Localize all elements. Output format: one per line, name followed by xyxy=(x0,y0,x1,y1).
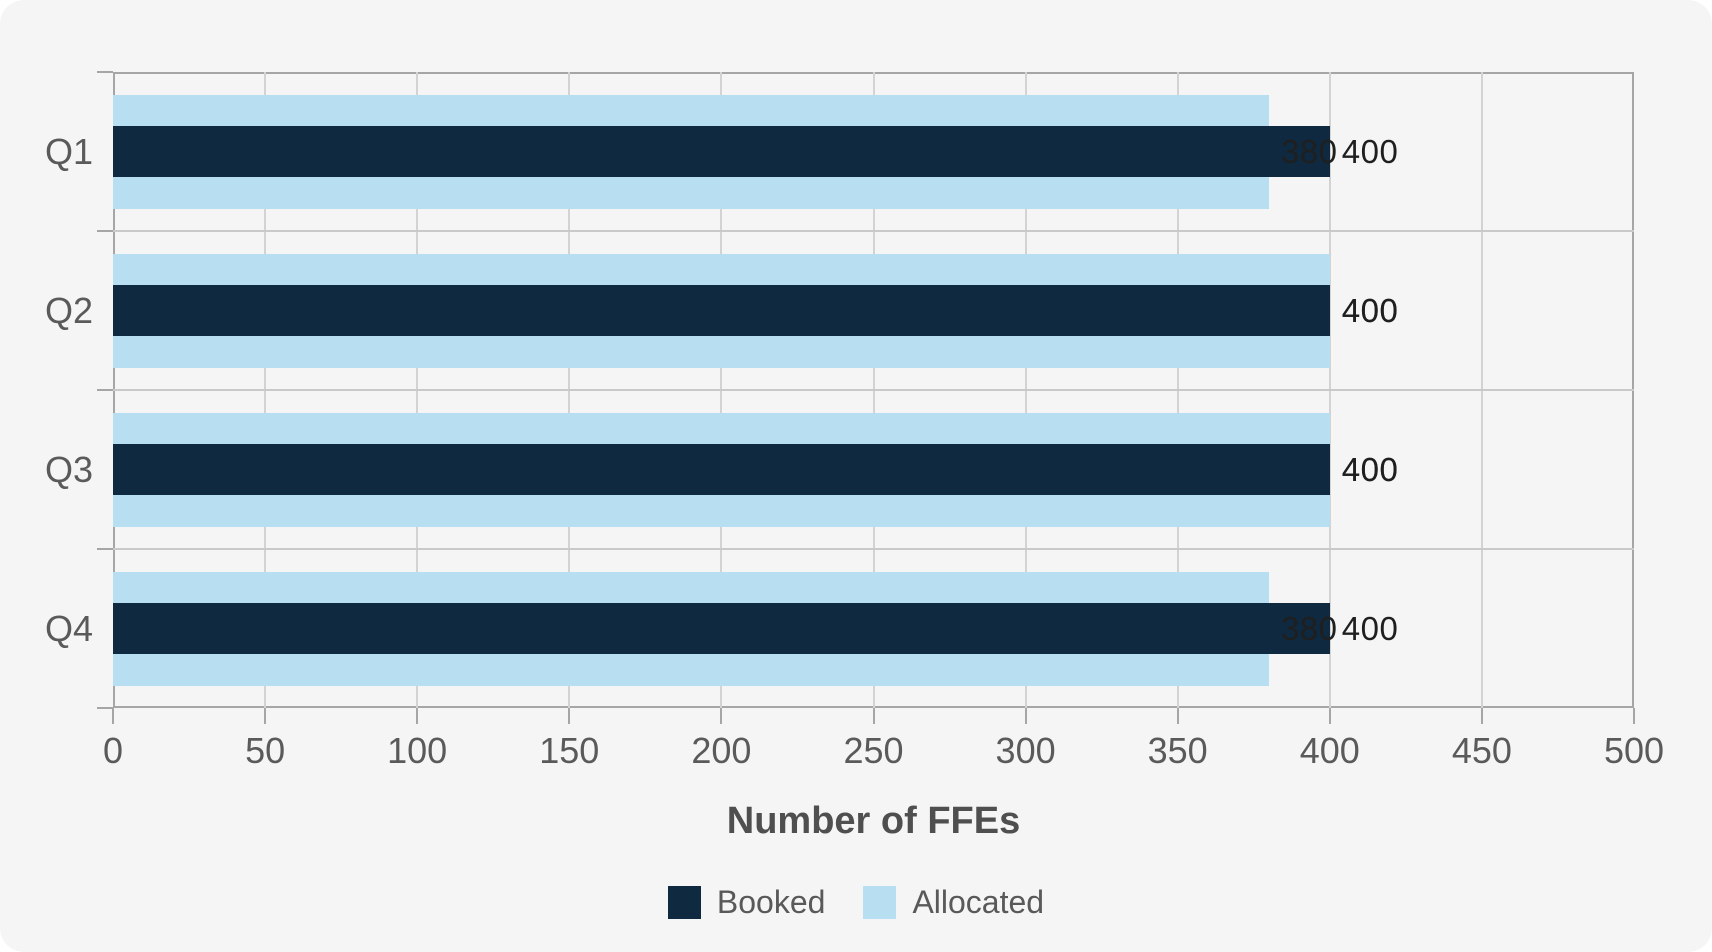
x-tick-450 xyxy=(1480,708,1483,724)
x-tick-100 xyxy=(416,708,419,724)
x-tick-label-50: 50 xyxy=(245,730,286,771)
x-tick-0 xyxy=(112,708,114,724)
y-tick-0 xyxy=(97,71,113,73)
y-tick-1 xyxy=(97,230,113,232)
value-label-allocated-q3: 400 xyxy=(1341,450,1399,488)
gridline-row-boundary-3 xyxy=(113,548,1634,550)
x-tick-label-500: 500 xyxy=(1603,730,1665,771)
y-category-label-q3: Q3 xyxy=(44,448,93,490)
legend-item-allocated[interactable]: Allocated xyxy=(863,884,1044,921)
x-tick-200 xyxy=(720,708,723,724)
y-category-label-q1: Q1 xyxy=(44,130,93,172)
x-tick-label-400: 400 xyxy=(1299,730,1360,771)
value-label-allocated-q1: 380 xyxy=(1280,132,1338,170)
x-tick-label-100: 100 xyxy=(387,730,448,771)
legend-item-booked[interactable]: Booked xyxy=(667,884,826,921)
bar-booked-q1[interactable] xyxy=(113,126,1330,177)
value-label-booked-q3: 400 xyxy=(1341,450,1399,488)
x-tick-300 xyxy=(1024,708,1027,724)
value-label-allocated-q2: 400 xyxy=(1341,291,1399,329)
bar-booked-q2[interactable] xyxy=(113,285,1330,336)
gridline-row-boundary-2 xyxy=(113,389,1634,391)
y-tick-2 xyxy=(97,389,113,391)
x-tick-label-450: 450 xyxy=(1451,730,1512,771)
x-tick-label-150: 150 xyxy=(539,730,600,771)
value-label-booked-q2: 400 xyxy=(1341,291,1399,329)
value-label-booked-q1: 400 xyxy=(1341,132,1399,170)
x-tick-label-300: 300 xyxy=(995,730,1056,771)
bar-booked-q3[interactable] xyxy=(113,444,1330,495)
x-tick-50 xyxy=(264,708,267,724)
y-tick-4 xyxy=(97,707,113,709)
x-tick-label-200: 200 xyxy=(691,730,752,771)
x-tick-350 xyxy=(1176,708,1179,724)
booked-swatch-icon xyxy=(667,886,701,919)
legend: Booked Allocated xyxy=(0,884,1712,921)
gridline-row-boundary-1 xyxy=(113,230,1634,232)
x-axis-title: Number of FFEs xyxy=(726,800,1021,842)
x-tick-label-0: 0 xyxy=(102,730,124,771)
value-label-allocated-q4: 380 xyxy=(1280,609,1338,647)
value-label-booked-q4: 400 xyxy=(1341,609,1399,647)
x-tick-label-350: 350 xyxy=(1147,730,1208,771)
y-category-label-q2: Q2 xyxy=(44,289,93,331)
allocated-swatch-icon xyxy=(863,886,897,919)
bar-booked-q4[interactable] xyxy=(113,603,1330,654)
x-tick-500 xyxy=(1633,708,1635,724)
legend-label-allocated: Allocated xyxy=(912,884,1045,920)
y-category-label-q4: Q4 xyxy=(44,607,93,649)
y-tick-3 xyxy=(97,548,113,550)
x-tick-400 xyxy=(1328,708,1331,724)
x-tick-150 xyxy=(568,708,571,724)
x-tick-label-250: 250 xyxy=(843,730,904,771)
x-tick-250 xyxy=(872,708,875,724)
legend-label-booked: Booked xyxy=(716,884,826,920)
